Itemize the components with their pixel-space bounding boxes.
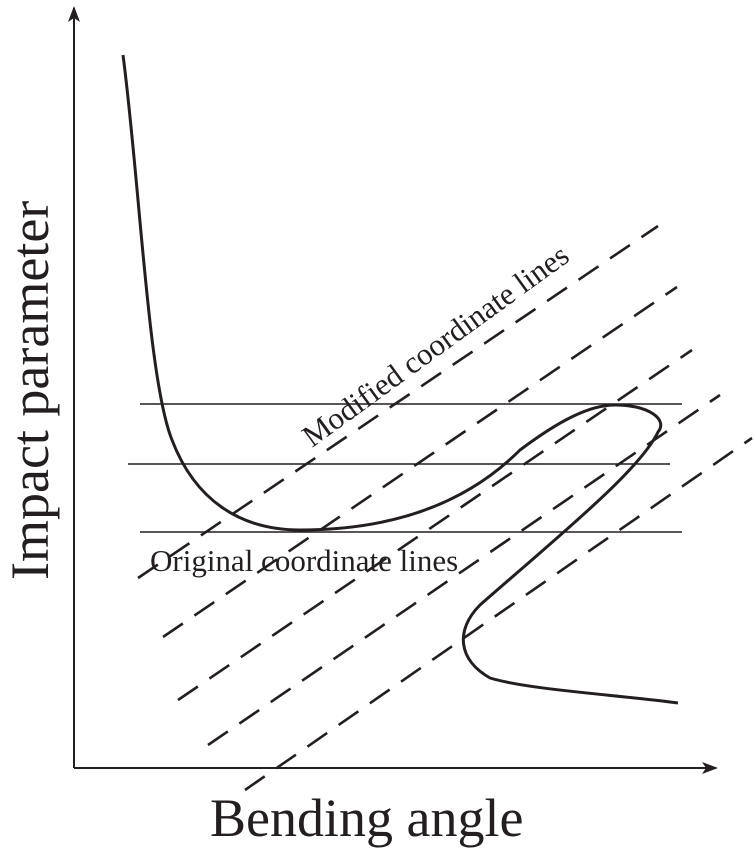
modified-coordinate-lines-label: Modified coordinate lines (296, 237, 576, 454)
modified-coordinate-line (162, 285, 678, 639)
deflection-curve (121, 54, 679, 705)
original-coordinate-lines-label: Original coordinate lines (150, 543, 458, 578)
modified-coordinate-line (244, 436, 753, 792)
modified-coordinate-line (207, 393, 721, 747)
x-axis-label: Bending angle (210, 788, 523, 848)
modified-coordinate-lines (137, 224, 753, 792)
original-coordinate-lines (128, 403, 682, 533)
modified-coordinate-line (177, 348, 693, 702)
modified-coordinate-line (137, 224, 659, 580)
y-axis-label: Impact parameter (0, 201, 60, 580)
